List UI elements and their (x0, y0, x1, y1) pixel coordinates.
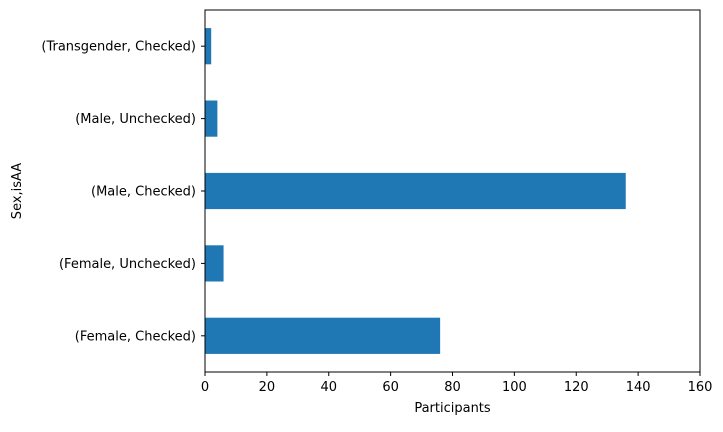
plot-frame (204, 9, 701, 373)
y-tick-label: (Male, Unchecked) (75, 112, 196, 127)
x-axis-label: Participants (414, 401, 491, 416)
x-tick-label: 40 (320, 380, 337, 395)
y-tick-label: (Female, Checked) (75, 329, 196, 344)
x-tick-label: 100 (502, 380, 527, 395)
x-tick-label: 140 (626, 380, 651, 395)
x-tick-label: 80 (444, 380, 461, 395)
y-tick-label: (Male, Checked) (91, 185, 196, 200)
x-tick-label: 120 (564, 380, 589, 395)
y-axis-ticks: (Female, Checked) (Female, Unchecked) (Mal… (41, 40, 205, 344)
x-tick-label: 0 (201, 380, 209, 395)
x-axis-ticks: 0 20 40 60 80 100 120 140 160 (201, 372, 713, 395)
bar-female-unchecked (205, 245, 224, 282)
bar-female-checked (205, 317, 441, 354)
x-tick-label: 60 (382, 380, 399, 395)
bar-transgender-checked (205, 28, 212, 65)
x-tick-label: 160 (688, 380, 713, 395)
y-tick-label: (Female, Unchecked) (59, 257, 196, 272)
y-axis-label: Sex,isAA (10, 163, 25, 219)
bar-male-checked (205, 172, 626, 210)
bars-group (205, 28, 626, 354)
y-tick-label: (Transgender, Checked) (41, 40, 196, 55)
bar-male-unchecked (205, 100, 218, 137)
x-tick-label: 20 (259, 380, 276, 395)
